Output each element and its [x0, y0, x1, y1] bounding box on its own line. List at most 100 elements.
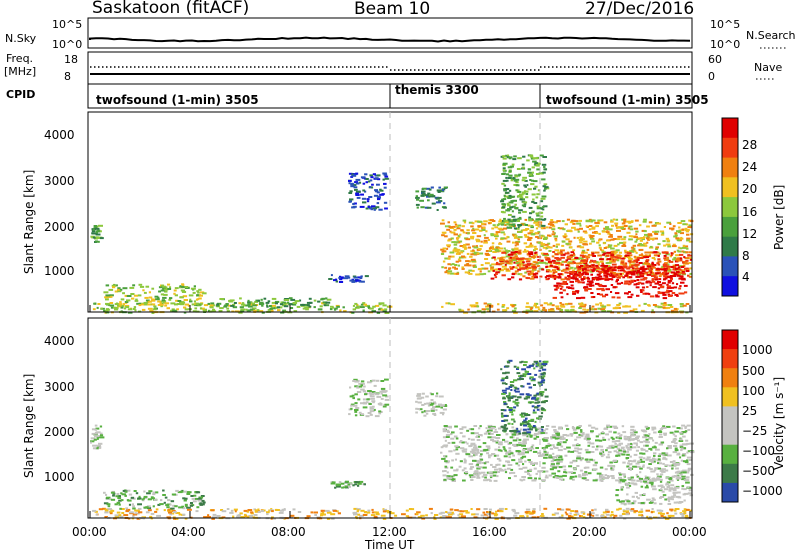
scatter-cell: [658, 291, 661, 294]
scatter-cell: [679, 253, 684, 256]
scatter-cell: [495, 464, 498, 466]
scatter-cell: [459, 428, 464, 430]
scatter-cell: [638, 456, 643, 459]
scatter-cell: [659, 480, 663, 483]
scatter-cell: [334, 486, 337, 489]
scatter-cell: [90, 440, 95, 443]
scatter-cell: [476, 449, 480, 452]
scatter-cell: [567, 242, 572, 245]
scatter-cell: [689, 267, 692, 270]
scatter-cell: [502, 157, 507, 160]
scatter-cell: [441, 231, 447, 234]
scatter-cell: [556, 276, 562, 279]
scatter-cell: [136, 517, 141, 520]
scatter-cell: [495, 510, 498, 513]
scatter-cell: [501, 203, 506, 206]
scatter-cell: [544, 446, 549, 449]
scatter-cell: [611, 477, 615, 480]
scatter-cell: [240, 303, 246, 306]
scatter-cell: [127, 308, 133, 311]
scatter-cell: [601, 431, 604, 434]
scatter-cell: [676, 274, 681, 277]
scatter-cell: [106, 503, 111, 506]
scatter-cell: [528, 154, 534, 157]
scatter-cell: [564, 233, 567, 236]
scatter-cell: [565, 267, 569, 270]
scatter-cell: [118, 495, 121, 498]
scatter-cell: [478, 427, 481, 430]
scatter-cell: [543, 448, 546, 451]
scatter-cell: [162, 287, 166, 289]
scatter-cell: [420, 396, 425, 399]
scatter-cell: [358, 280, 363, 283]
scatter-cell: [515, 443, 519, 446]
scatter-cell: [679, 285, 682, 288]
scatter-cell: [472, 245, 475, 248]
scatter-cell: [526, 263, 531, 266]
scatter-cell: [676, 427, 681, 429]
scatter-cell: [105, 302, 110, 305]
scatter-cell: [536, 162, 541, 165]
scatter-cell: [446, 476, 449, 479]
scatter-cell: [648, 253, 651, 256]
scatter-cell: [449, 272, 455, 275]
scatter-cell: [448, 513, 453, 516]
scatter-cell: [474, 444, 477, 447]
scatter-cell: [571, 471, 576, 474]
scatter-cell: [179, 296, 184, 299]
scatter-cell: [660, 233, 665, 236]
scatter-cell: [636, 263, 640, 266]
scatter-cell: [441, 234, 445, 237]
scatter-cell: [641, 238, 645, 241]
scatter-cell: [671, 292, 676, 294]
scatter-cell: [487, 270, 491, 273]
scatter-cell: [527, 401, 530, 404]
scatter-cell: [432, 412, 437, 415]
scatter-cell: [534, 232, 538, 235]
scatter-cell: [170, 500, 175, 503]
scatter-cell: [355, 172, 359, 175]
scatter-cell: [103, 502, 109, 505]
scatter-cell: [658, 430, 662, 433]
scatter-cell: [175, 512, 181, 514]
scatter-cell: [576, 269, 581, 272]
scatter-cell: [109, 498, 112, 501]
scatter-cell: [513, 155, 517, 158]
scatter-cell: [568, 256, 573, 259]
scatter-cell: [549, 270, 552, 273]
scatter-cell: [496, 475, 499, 478]
scatter-cell: [193, 300, 196, 303]
scatter-cell: [534, 251, 538, 254]
scatter-cell: [506, 262, 511, 264]
scatter-cell: [490, 266, 494, 269]
freq-tick-top: 18: [64, 53, 78, 66]
scatter-cell: [512, 234, 517, 237]
scatter-cell: [600, 480, 604, 482]
scatter-cell: [142, 289, 145, 292]
scatter-cell: [637, 497, 640, 500]
scatter-cell: [357, 398, 361, 401]
scatter-cell: [641, 286, 646, 289]
scatter-cell: [648, 221, 653, 224]
scatter-cell: [500, 262, 505, 265]
scatter-cell: [362, 398, 366, 401]
scatter-cell: [494, 468, 499, 471]
scatter-cell: [182, 513, 186, 516]
scatter-cell: [637, 244, 640, 247]
scatter-cell: [675, 467, 679, 470]
scatter-cell: [112, 286, 116, 289]
scatter-cell: [553, 232, 556, 235]
scatter-cell: [674, 435, 677, 438]
scatter-cell: [627, 250, 631, 253]
scatter-cell: [528, 364, 534, 367]
scatter-cell: [499, 443, 503, 446]
scatter-cell: [674, 449, 679, 452]
scatter-cell: [474, 453, 478, 456]
scatter-cell: [352, 304, 356, 307]
scatter-cell: [445, 511, 448, 513]
scatter-cell: [384, 378, 389, 381]
scatter-cell: [355, 192, 360, 195]
scatter-cell: [270, 306, 274, 309]
scatter-cell: [557, 432, 560, 435]
scatter-cell: [355, 516, 358, 518]
